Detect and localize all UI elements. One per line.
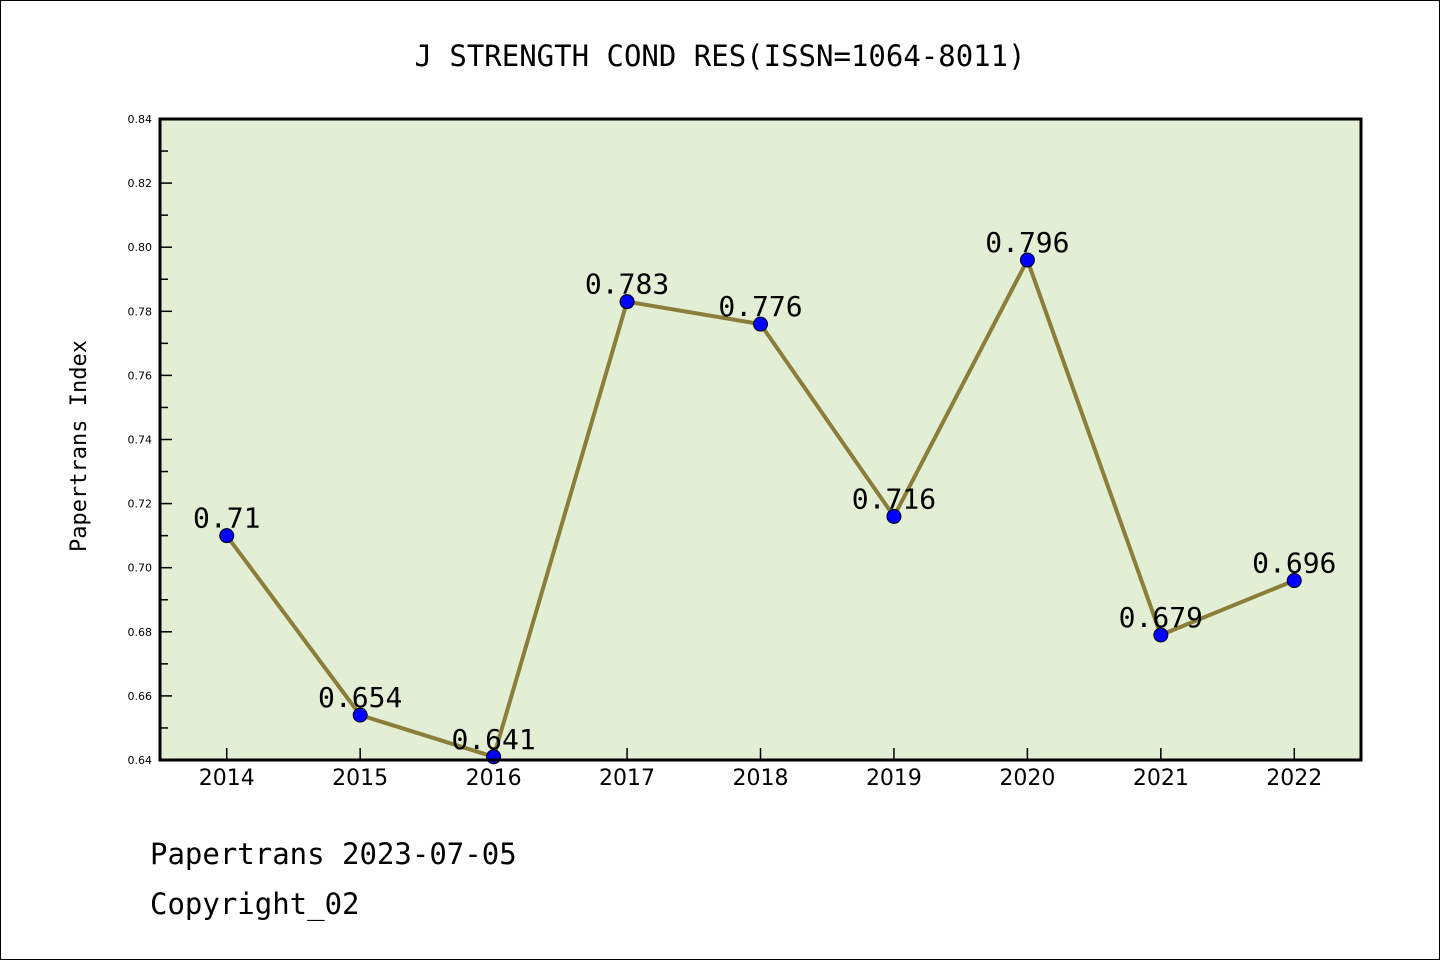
x-tick-label: 2017 [599, 766, 655, 791]
chart-title: J STRENGTH COND RES(ISSN=1064-8011) [414, 39, 1025, 73]
data-point [886, 508, 902, 524]
data-point [352, 707, 368, 723]
y-tick-label: 0.84 [128, 113, 153, 126]
x-tick-label: 2016 [466, 766, 522, 791]
x-tick-label: 2019 [866, 766, 922, 791]
data-label: 0.641 [451, 723, 535, 756]
y-tick-label: 0.70 [128, 562, 153, 575]
data-point [219, 528, 235, 544]
x-tick-label: 2015 [332, 766, 388, 791]
y-tick-label: 0.74 [128, 434, 153, 447]
data-label: 0.796 [985, 226, 1069, 259]
y-tick-label: 0.80 [128, 241, 153, 254]
y-tick-label: 0.64 [128, 754, 153, 767]
data-label: 0.654 [318, 681, 402, 714]
x-tick-label: 2018 [733, 766, 789, 791]
data-point [619, 294, 635, 310]
data-label: 0.776 [718, 290, 802, 323]
footer-copyright: Copyright_02 [150, 887, 360, 922]
y-tick-label: 0.66 [128, 690, 153, 703]
x-tick-label: 2014 [199, 766, 255, 791]
data-label: 0.679 [1119, 601, 1203, 634]
footer-date: Papertrans 2023-07-05 [150, 837, 517, 871]
data-label: 0.71 [193, 502, 260, 535]
plot-border [158, 117, 1363, 762]
data-point [1019, 252, 1035, 268]
y-tick-label: 0.72 [128, 498, 153, 511]
plot-area [160, 119, 1361, 760]
y-tick-label: 0.82 [128, 177, 153, 190]
data-label: 0.716 [852, 482, 936, 515]
data-point [1153, 627, 1169, 643]
data-label: 0.696 [1252, 547, 1336, 580]
data-point [753, 316, 768, 332]
y-tick-label: 0.76 [128, 369, 153, 382]
y-tick-label: 0.78 [128, 305, 153, 318]
y-tick-label: 0.68 [128, 626, 153, 639]
x-tick-label: 2020 [999, 766, 1055, 791]
y-axis-label: Papertrans Index [67, 340, 92, 552]
x-tick-label: 2022 [1266, 766, 1322, 791]
data-label: 0.783 [585, 268, 669, 301]
x-tick-label: 2021 [1133, 766, 1189, 791]
data-point [1286, 573, 1302, 589]
